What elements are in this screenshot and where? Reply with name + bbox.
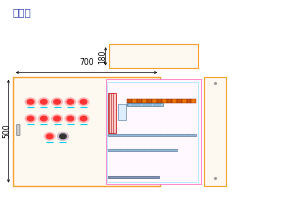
Circle shape	[65, 98, 76, 106]
Bar	[152, 99, 157, 103]
Circle shape	[38, 115, 49, 122]
Circle shape	[40, 116, 47, 121]
Text: 180: 180	[98, 49, 107, 64]
Circle shape	[58, 132, 68, 140]
Circle shape	[25, 115, 36, 122]
Bar	[108, 149, 177, 151]
Bar	[204, 77, 226, 186]
Circle shape	[54, 116, 60, 121]
Circle shape	[80, 116, 87, 121]
Bar	[137, 99, 142, 103]
Circle shape	[65, 115, 76, 122]
Bar	[182, 99, 187, 103]
Bar	[157, 99, 162, 103]
Bar	[127, 103, 163, 106]
Bar	[109, 44, 199, 68]
Circle shape	[60, 134, 66, 139]
Bar	[172, 99, 177, 103]
Circle shape	[78, 115, 89, 122]
Bar	[13, 77, 160, 186]
Circle shape	[67, 116, 74, 121]
Circle shape	[78, 98, 89, 106]
Bar	[107, 82, 199, 182]
Bar	[191, 99, 196, 103]
Bar	[187, 99, 191, 103]
Bar	[108, 134, 196, 136]
Circle shape	[27, 99, 34, 104]
Circle shape	[46, 134, 53, 139]
Circle shape	[27, 116, 34, 121]
Circle shape	[67, 99, 74, 104]
Circle shape	[44, 132, 55, 140]
Circle shape	[52, 115, 62, 122]
Text: 箱體圖: 箱體圖	[13, 8, 32, 18]
Bar	[132, 99, 137, 103]
Circle shape	[40, 99, 47, 104]
Circle shape	[52, 98, 62, 106]
Bar	[167, 99, 172, 103]
Text: 500: 500	[2, 124, 11, 138]
Bar	[108, 93, 116, 133]
Bar	[118, 104, 126, 120]
FancyBboxPatch shape	[17, 125, 20, 135]
Circle shape	[80, 99, 87, 104]
Bar	[147, 99, 152, 103]
Bar	[127, 99, 132, 103]
Bar	[106, 79, 201, 184]
Bar	[162, 99, 167, 103]
Circle shape	[54, 99, 60, 104]
Circle shape	[60, 134, 66, 139]
Bar	[108, 176, 159, 178]
Bar	[177, 99, 182, 103]
Circle shape	[58, 132, 68, 140]
Text: 700: 700	[79, 58, 94, 67]
Circle shape	[38, 98, 49, 106]
Bar	[142, 99, 147, 103]
Circle shape	[25, 98, 36, 106]
